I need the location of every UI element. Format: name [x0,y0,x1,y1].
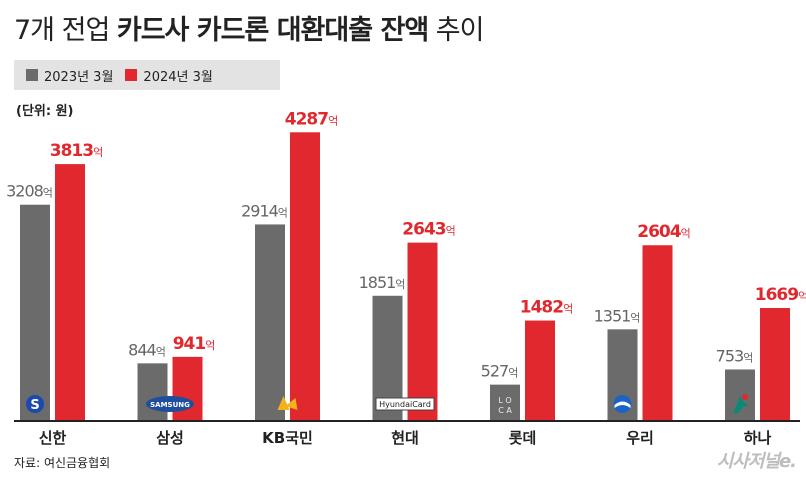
category-label-0: 신한 [39,429,67,447]
title-part-1: 7개 전업 [14,15,117,46]
legend-item-2024: 2024년 3월 [125,66,213,85]
woori-logo-wave [614,401,631,408]
bar-2023-4 [490,384,520,420]
brand-logo: 시사저널e. [716,451,797,472]
category-label-5: 우리 [626,429,654,447]
title-part-2: 추이 [428,15,485,46]
samsung-logo-icon [146,396,194,412]
bar-2023-0 [20,204,50,420]
hana-logo-icon [733,396,749,413]
value-label-2024-6: 1669억 [755,285,806,305]
title-part-bold: 카드사 카드론 대환대출 잔액 [116,15,429,46]
source-note: 자료: 여신금융협회 [14,456,111,470]
bar-2023-2 [255,224,285,420]
legend-label-2024: 2024년 3월 [143,69,213,85]
bar-2024-0 [55,164,85,420]
value-label-2023-0: 3208억 [6,182,52,201]
legend-swatch-2024 [125,69,138,81]
bar-2023-6 [725,369,755,420]
category-label-4: 롯데 [509,429,537,447]
value-label-2023-3: 1851억 [359,273,405,292]
bar-2024-5 [642,245,673,420]
bar-2024-2 [290,132,320,420]
value-label-2024-4: 1482억 [520,298,572,318]
bar-2024-3 [407,242,438,420]
value-label-2023-1: 844억 [128,340,165,359]
samsung-logo-text: SAMSUNG [150,401,190,409]
category-label-2: KB국민 [262,429,313,447]
legend-label-2023: 2023년 3월 [44,69,114,85]
bar-2024-4 [525,320,555,420]
category-label-6: 하나 [744,429,772,447]
loca-logo-top: L O [498,396,511,405]
hana-logo-dot [742,394,748,400]
value-label-2024-1: 941억 [173,334,215,354]
value-label-2023-5: 1351억 [594,306,640,325]
chart-title: 7개 전업 카드사 카드론 대환대출 잔액 추이 [14,8,485,47]
value-label-2023-4: 527억 [481,362,518,381]
shinhan-logo-icon [26,395,44,413]
value-label-2024-0: 3813억 [50,141,102,161]
unit-label: (단위: 원) [16,104,74,119]
value-label-2024-5: 2604억 [637,222,689,242]
legend: 2023년 3월 2024년 3월 [14,60,280,90]
legend-item-2023: 2023년 3월 [26,66,113,85]
value-label-2024-2: 4287억 [285,109,337,129]
kb-logo-icon [277,396,298,410]
hyundaicard-logo-icon [375,397,435,411]
hyundaicard-logo-text: HyundaiCard [379,400,431,409]
category-label-3: 현대 [391,429,419,447]
loca-logo-bottom: C A [498,406,512,415]
value-label-2024-3: 2643억 [402,220,454,240]
value-label-2023-6: 753억 [716,346,753,365]
shinhan-logo-mark: S [30,398,39,413]
legend-swatch-2023 [26,69,38,81]
bar-2024-6 [760,307,790,420]
category-label-1: 삼성 [156,429,184,447]
value-label-2023-2: 2914억 [241,201,287,220]
